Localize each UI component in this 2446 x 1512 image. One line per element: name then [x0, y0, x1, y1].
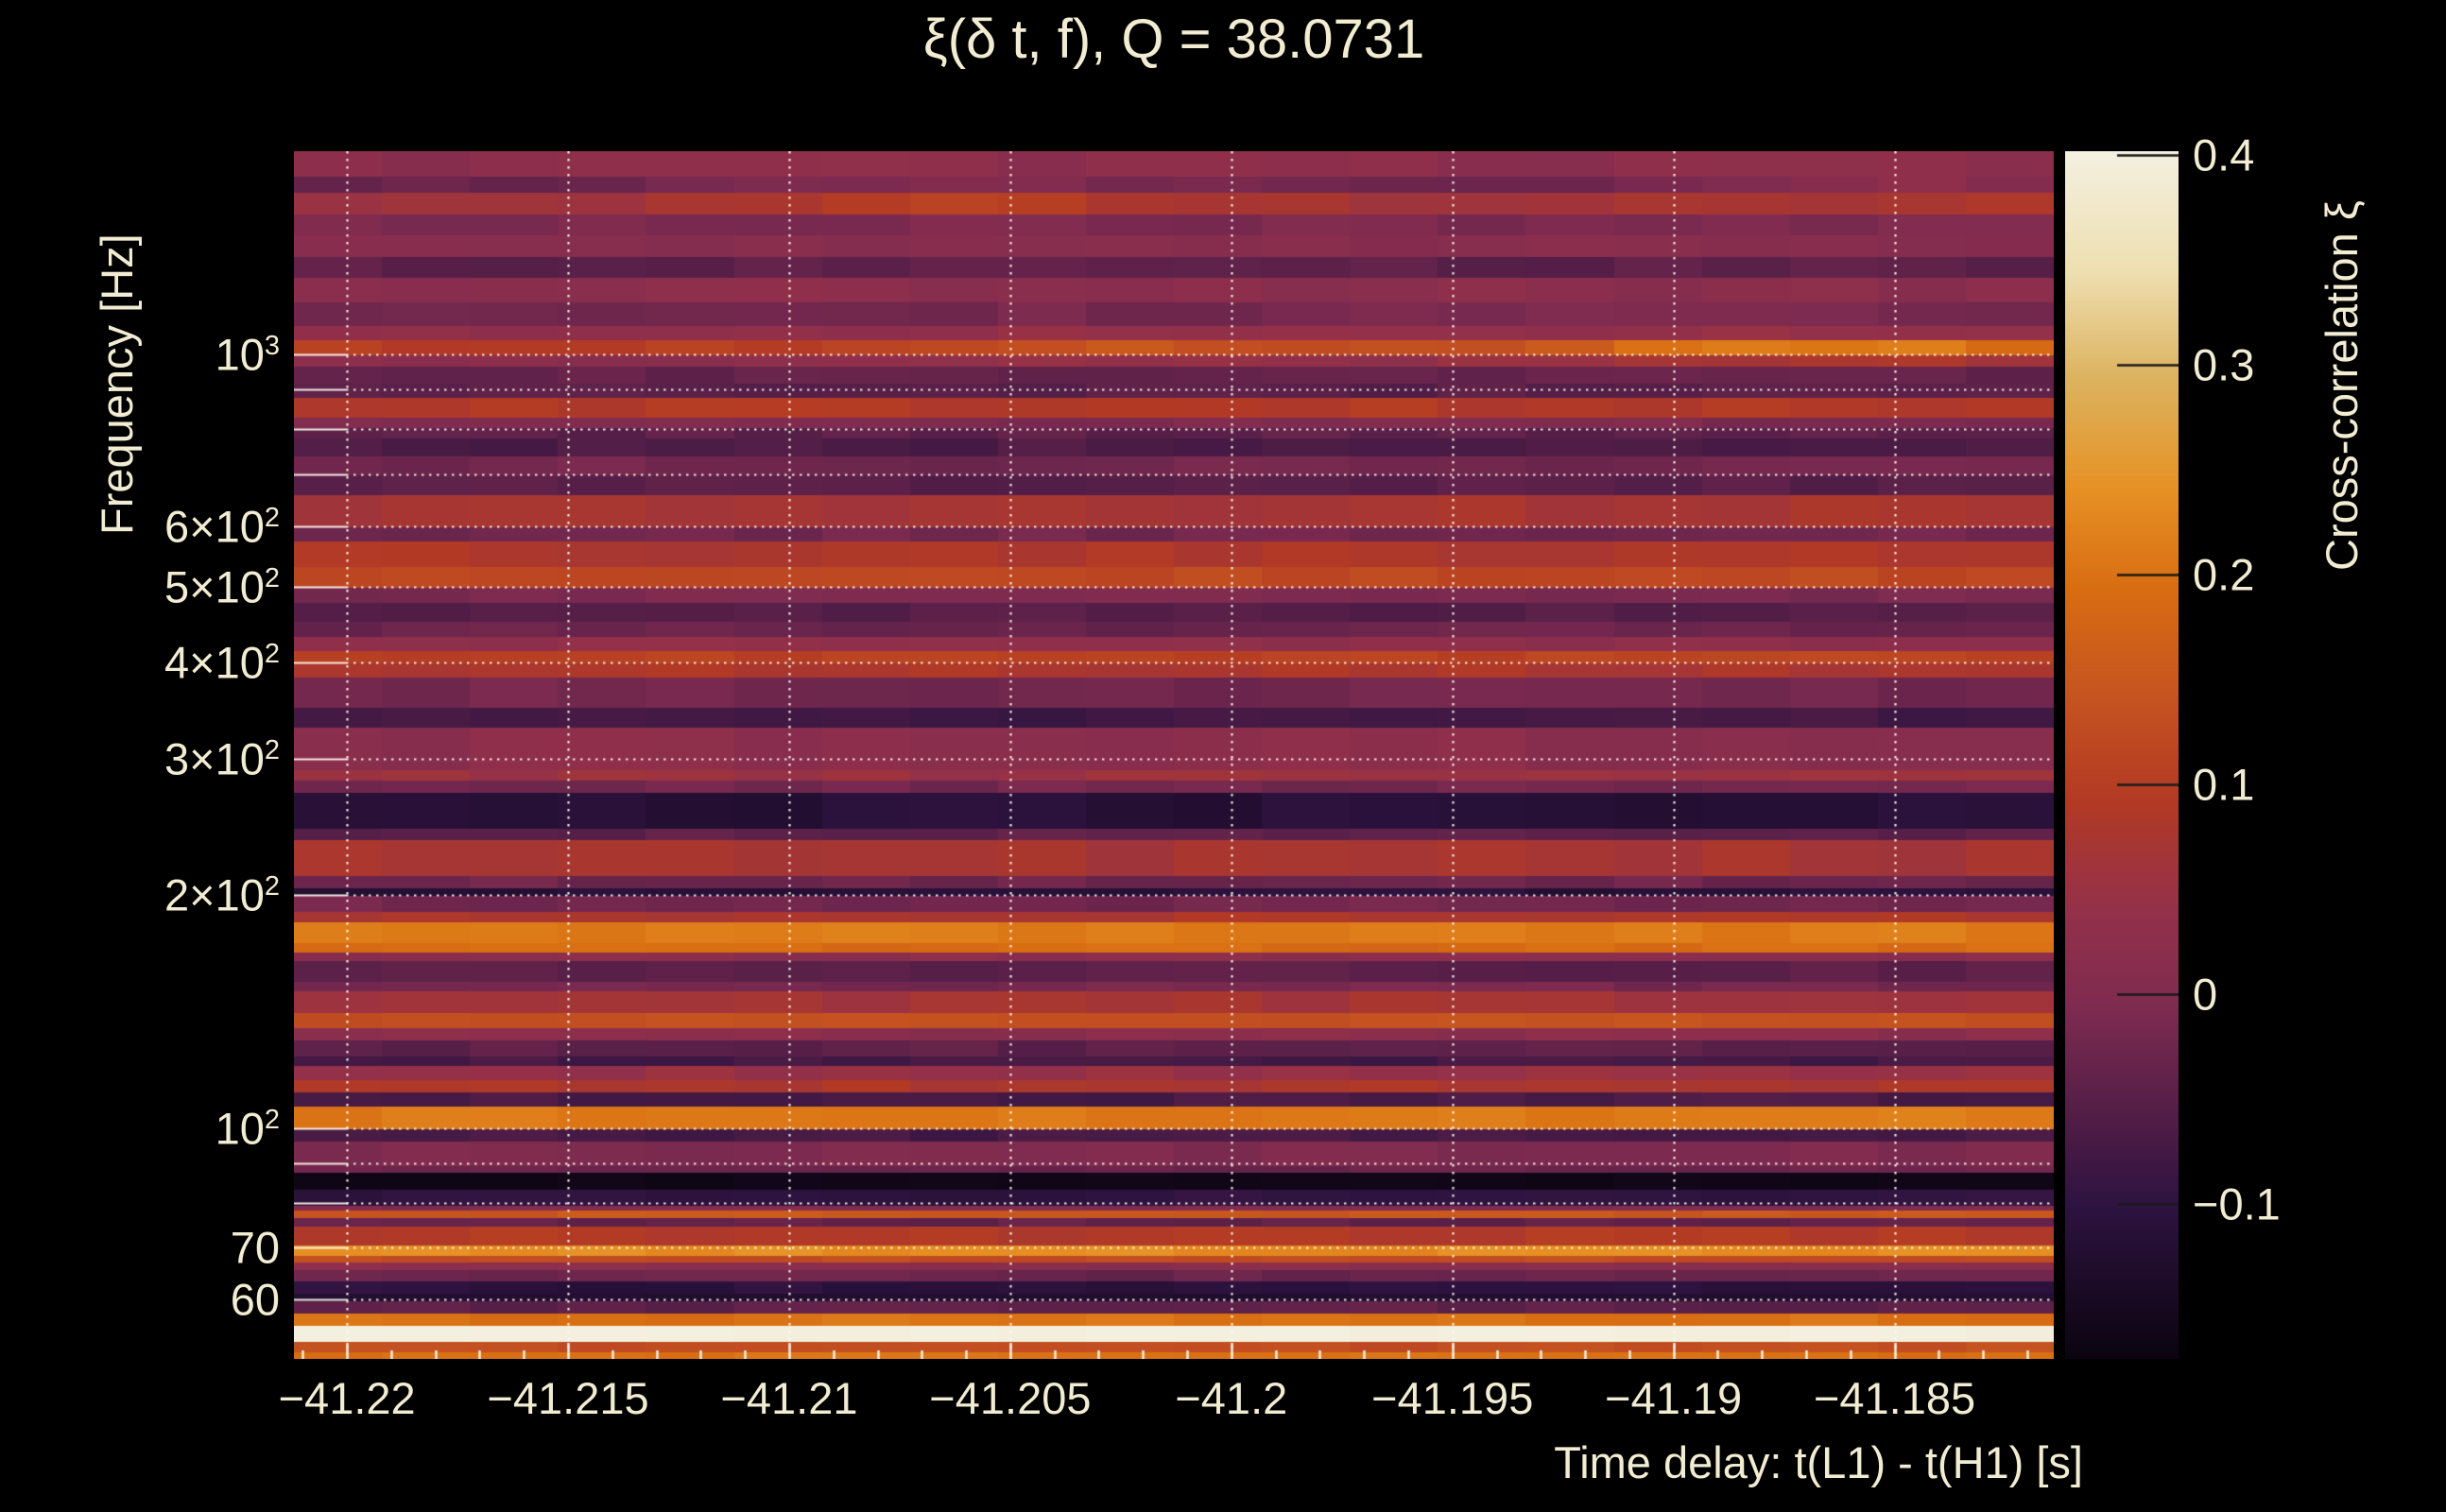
y-tick-label: 60: [230, 1274, 280, 1325]
y-tick-label: 5×102: [164, 561, 280, 612]
x-tick-label: −41.205: [929, 1373, 1092, 1423]
x-tick-label: −41.22: [278, 1373, 416, 1423]
x-tick-label: −41.195: [1371, 1373, 1534, 1423]
colorbar-tick-label: 0.2: [2193, 549, 2255, 600]
heatmap-canvas: [294, 151, 2054, 1359]
colorbar-tick-label: 0: [2193, 969, 2218, 1020]
y-tick-label: 3×102: [164, 733, 280, 784]
y-tick-label: 102: [215, 1103, 280, 1154]
x-tick-label: −41.19: [1605, 1373, 1743, 1423]
x-tick-label: −41.21: [720, 1373, 858, 1423]
x-axis-label: Time delay: t(L1) - t(H1) [s]: [1554, 1437, 2083, 1487]
y-tick-label: 6×102: [164, 501, 280, 552]
y-tick-label: 4×102: [164, 637, 280, 688]
colorbar-tick-label: 0.1: [2193, 759, 2255, 810]
x-tick-label: −41.185: [1813, 1373, 1976, 1423]
colorbar-tick-label: 0.3: [2193, 339, 2255, 390]
colorbar-tick-label: 0.4: [2193, 129, 2255, 180]
colorbar-canvas: [2065, 151, 2179, 1359]
x-tick-label: −41.215: [487, 1373, 649, 1423]
y-tick-label: 103: [215, 329, 280, 380]
colorbar-label: Cross-correlation ξ: [2317, 200, 2367, 571]
y-axis-label: Frequency [Hz]: [92, 233, 142, 535]
colorbar-tick-label: −0.1: [2193, 1178, 2281, 1229]
y-tick-label: 70: [230, 1222, 280, 1273]
y-tick-label: 2×102: [164, 869, 280, 920]
x-tick-label: −41.2: [1175, 1373, 1288, 1423]
chart-title: ξ(δ t, f), Q = 38.0731: [922, 9, 1425, 70]
